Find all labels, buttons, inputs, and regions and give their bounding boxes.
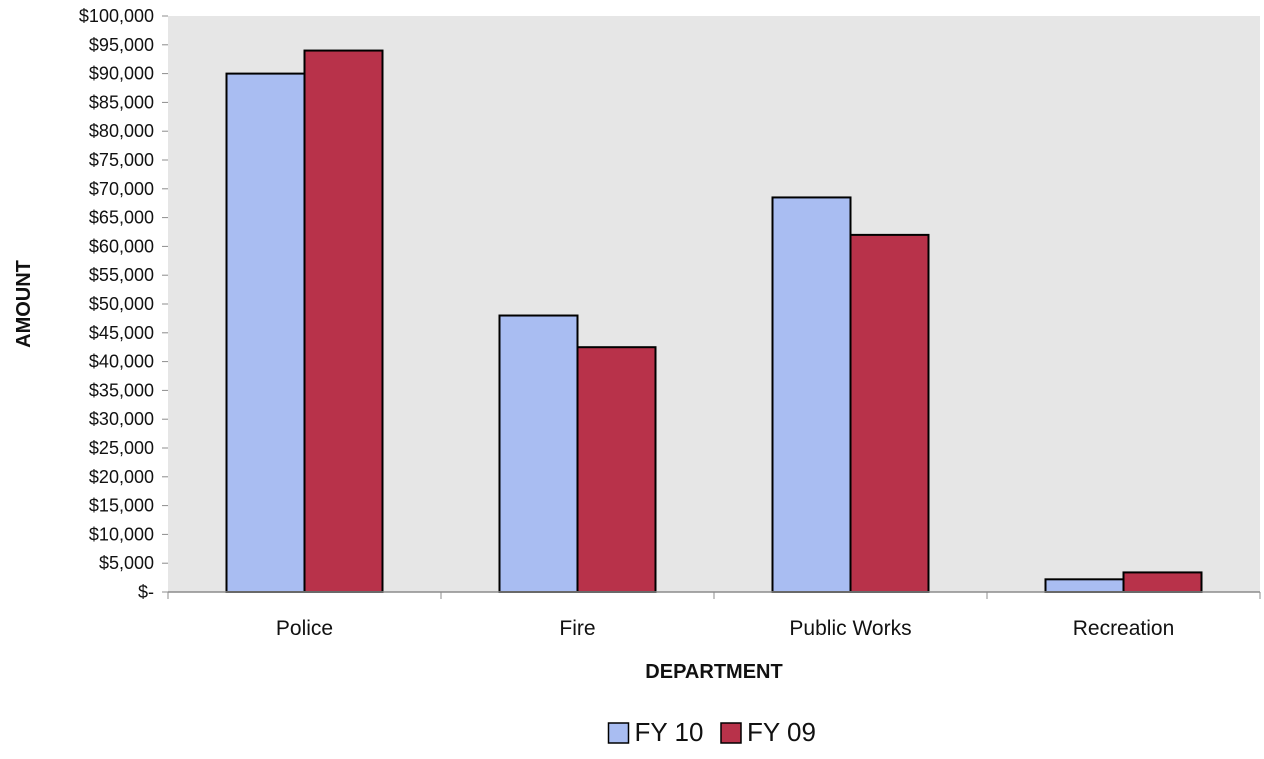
x-category-label: Public Works — [789, 617, 911, 640]
y-tick-label: $80,000 — [89, 121, 154, 141]
y-tick-label: $5,000 — [99, 553, 154, 573]
legend-label-fy-09: FY 09 — [747, 717, 816, 747]
y-tick-label: $- — [138, 582, 154, 602]
y-tick-label: $20,000 — [89, 467, 154, 487]
bar-public-works-fy-09 — [849, 233, 930, 593]
y-tick-label: $100,000 — [79, 6, 154, 26]
bar-fire-fy-10 — [498, 314, 579, 593]
x-axis-title: DEPARTMENT — [645, 661, 782, 683]
y-tick-label: $90,000 — [89, 64, 154, 84]
y-tick-label: $40,000 — [89, 352, 154, 372]
y-tick-label: $70,000 — [89, 179, 154, 199]
y-tick-label: $65,000 — [89, 208, 154, 228]
legend-label-fy-10: FY 10 — [635, 717, 704, 747]
x-axis-category-labels: Police Fire Public Works Recreation — [276, 617, 1174, 640]
legend-swatch-fy-10 — [607, 722, 630, 744]
y-tick-label: $15,000 — [89, 496, 154, 516]
bar-fire-fy-09 — [576, 346, 657, 594]
x-category-label: Fire — [559, 617, 595, 640]
y-tick-label: $25,000 — [89, 438, 154, 458]
bar-public-works-fy-10 — [771, 196, 852, 593]
x-axis-ticks — [167, 592, 1261, 599]
y-tick-label: $85,000 — [89, 92, 154, 112]
bars-group — [225, 49, 1203, 594]
y-tick-label: $55,000 — [89, 265, 154, 285]
y-tick-label: $10,000 — [89, 524, 154, 544]
y-tick-label: $75,000 — [89, 150, 154, 170]
legend: FY 10 FY 09 — [607, 717, 816, 747]
legend-swatch-fy-09 — [720, 722, 742, 744]
bar-police-fy-09 — [303, 49, 384, 594]
bar-police-fy-10 — [225, 72, 306, 594]
x-category-label: Recreation — [1073, 617, 1175, 640]
y-axis-ticks: $- $5,000 $10,000 $15,000 $20,000 $25,000 $30,… — [79, 6, 168, 602]
y-tick-label: $60,000 — [89, 236, 154, 256]
y-tick-label: $35,000 — [89, 380, 154, 400]
y-tick-label: $45,000 — [89, 323, 154, 343]
x-category-label: Police — [276, 617, 333, 640]
y-tick-label: $95,000 — [89, 35, 154, 55]
y-tick-label: $30,000 — [89, 409, 154, 429]
y-axis-title: AMOUNT — [13, 260, 35, 348]
bar-recreation-fy-09 — [1122, 571, 1203, 594]
y-tick-label: $50,000 — [89, 294, 154, 314]
bar-recreation-fy-10 — [1044, 578, 1125, 594]
